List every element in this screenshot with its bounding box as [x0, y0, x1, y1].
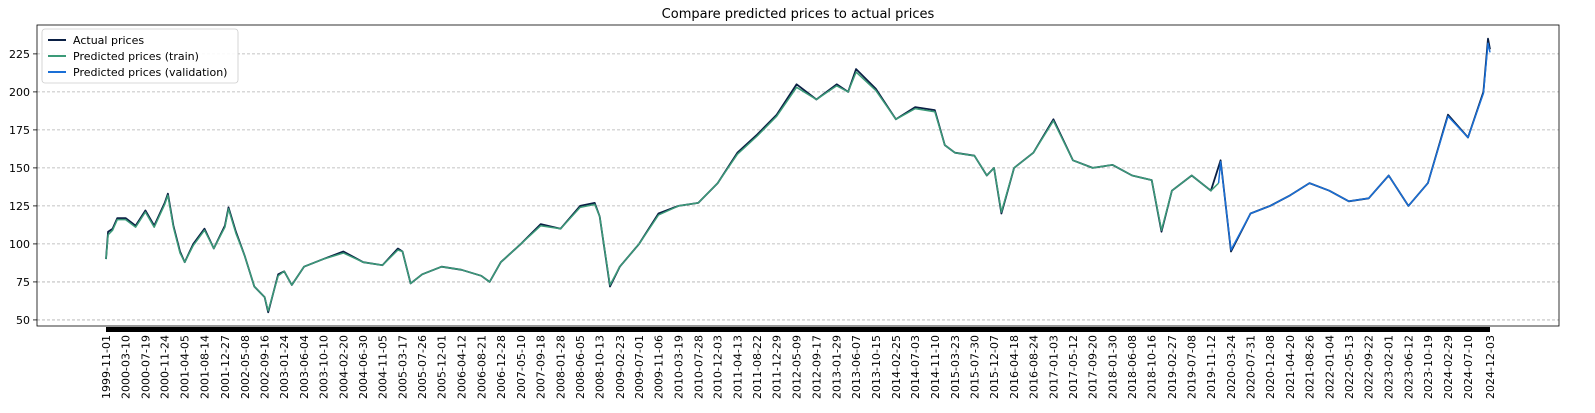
x-tick-label: 2015-07-30	[968, 335, 981, 399]
y-axis: 50 75 100 125 150 175 200 225	[9, 48, 37, 327]
x-tick-label: 2003-10-10	[317, 335, 330, 399]
x-tick-label: 2004-11-05	[377, 335, 390, 399]
x-axis: 1999-11-01 2000-03-10 2000-07-19 2000-11-24…	[100, 327, 1497, 399]
x-tick-label: 2018-06-08	[1126, 335, 1139, 399]
x-tick-label: 2013-06-07	[850, 335, 863, 399]
x-tick-label: 2021-08-26	[1304, 335, 1317, 399]
x-tick-label: 2015-03-23	[949, 335, 962, 399]
x-tick-label: 2010-03-19	[673, 335, 686, 399]
legend-label: Predicted prices (validation)	[73, 66, 227, 79]
x-tick-label: 2001-04-05	[179, 335, 192, 399]
y-tick-label: 50	[16, 314, 30, 327]
x-tick-label: 2009-11-06	[652, 335, 665, 399]
x-axis-tick-band	[106, 327, 1490, 332]
y-tick-label: 150	[9, 162, 30, 175]
x-tick-label: 2017-05-12	[1067, 335, 1080, 399]
x-tick-label: 2009-07-01	[633, 335, 646, 399]
x-tick-label: 2010-07-28	[692, 335, 705, 399]
x-tick-label: 2023-10-19	[1422, 335, 1435, 399]
x-tick-label: 2010-12-03	[712, 335, 725, 399]
gridlines	[37, 53, 1559, 321]
x-tick-label: 2017-09-20	[1087, 335, 1100, 399]
x-tick-label: 2001-12-27	[219, 335, 232, 399]
x-tick-label: 2012-09-17	[810, 335, 823, 399]
x-tick-label: 2014-02-25	[890, 335, 903, 399]
x-tick-label: 2018-10-16	[1146, 335, 1159, 399]
series-line-2	[105, 71, 1220, 312]
y-tick-label: 125	[9, 200, 30, 213]
x-tick-label: 2019-11-12	[1205, 335, 1218, 399]
y-tick-label: 175	[9, 124, 30, 137]
x-tick-label: 2015-12-07	[988, 335, 1001, 399]
legend-label: Predicted prices (train)	[73, 50, 199, 63]
y-tick-label: 100	[9, 238, 30, 251]
legend-label: Actual prices	[73, 34, 144, 47]
x-tick-label: 2002-09-16	[259, 335, 272, 399]
x-tick-label: 2020-03-24	[1225, 335, 1238, 399]
x-tick-label: 2023-06-12	[1402, 335, 1415, 399]
plot-area-frame	[36, 24, 1560, 327]
x-tick-label: 2008-10-13	[594, 335, 607, 399]
x-tick-label: 2011-08-22	[751, 335, 764, 399]
y-tick-label: 200	[9, 86, 30, 99]
chart-title: Compare predicted prices to actual price…	[662, 7, 935, 22]
x-tick-label: 2016-04-18	[1008, 335, 1021, 399]
x-tick-label: 2020-12-08	[1264, 335, 1277, 399]
x-tick-label: 2000-07-19	[139, 335, 152, 399]
x-tick-label: 2024-07-10	[1462, 335, 1475, 399]
x-tick-label: 2007-05-10	[515, 335, 528, 399]
x-tick-label: 2018-01-30	[1107, 335, 1120, 399]
x-tick-label: 2011-12-29	[771, 335, 784, 399]
x-tick-label: 2013-10-15	[870, 335, 883, 399]
x-tick-label: 2014-11-10	[929, 335, 942, 399]
y-tick-label: 75	[16, 276, 30, 289]
x-tick-label: 2012-05-09	[791, 335, 804, 399]
x-tick-label: 2004-02-20	[337, 335, 350, 399]
x-tick-label: 2003-06-04	[298, 335, 311, 399]
x-tick-label: 2019-02-27	[1166, 335, 1179, 399]
x-tick-label: 2006-12-28	[495, 335, 508, 399]
x-tick-label: 2006-04-12	[456, 335, 469, 399]
x-tick-label: 2000-03-10	[120, 335, 133, 399]
x-tick-label: 2005-03-17	[396, 335, 409, 399]
x-tick-label: 2005-12-01	[436, 335, 449, 399]
x-tick-label: 2014-07-03	[909, 335, 922, 399]
x-tick-label: 2008-01-28	[555, 335, 568, 399]
x-tick-label: 2024-12-03	[1484, 335, 1497, 399]
x-tick-label: 2022-01-04	[1323, 335, 1336, 399]
x-tick-label: 2011-04-13	[731, 335, 744, 399]
x-tick-label: 2024-02-29	[1442, 335, 1455, 399]
x-tick-label: 2016-08-24	[1027, 335, 1040, 399]
x-tick-label: 2004-06-30	[357, 335, 370, 399]
x-tick-label: 2020-07-31	[1244, 335, 1257, 399]
x-tick-label: 2007-09-18	[535, 335, 548, 399]
y-tick-label: 225	[9, 48, 30, 61]
x-tick-label: 2013-01-29	[831, 335, 844, 399]
x-tick-label: 1999-11-01	[100, 335, 113, 399]
x-tick-label: 2001-08-14	[198, 335, 211, 399]
x-tick-label: 2002-05-08	[239, 335, 252, 399]
x-tick-label: 2003-01-24	[278, 335, 291, 399]
x-tick-label: 2021-04-20	[1284, 335, 1297, 399]
plot-frame	[36, 24, 1560, 327]
x-tick-label: 2019-07-08	[1186, 335, 1199, 399]
x-tick-label: 2008-06-05	[574, 335, 587, 399]
x-tick-label: 2006-08-21	[475, 335, 488, 399]
x-tick-label: 2005-07-26	[416, 335, 429, 399]
x-tick-label: 2000-11-24	[159, 335, 172, 399]
x-tick-label: 2017-01-03	[1047, 335, 1060, 399]
x-tick-label: 2022-09-22	[1363, 335, 1376, 399]
x-tick-label: 2009-02-23	[614, 335, 627, 399]
legend: Actual prices Predicted prices (train) Pre…	[41, 28, 239, 84]
x-tick-label: 2022-05-13	[1343, 335, 1356, 399]
series-lines	[105, 37, 1491, 314]
legend-box	[41, 28, 239, 84]
series-line-3	[1217, 42, 1491, 251]
x-tick-label: 2023-02-01	[1383, 335, 1396, 399]
